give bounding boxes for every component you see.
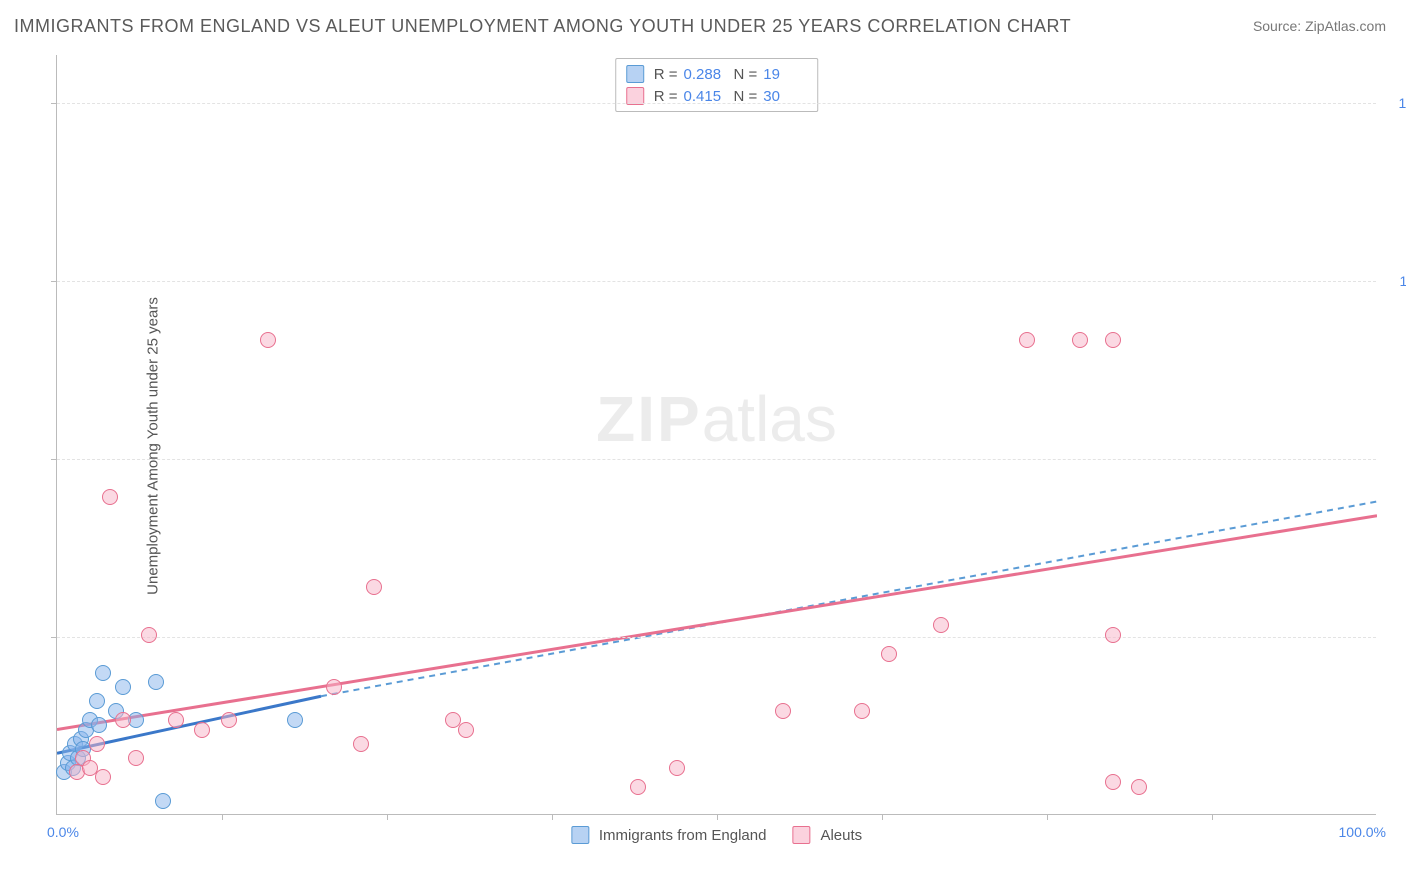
y-tick-label: 112.5% — [1386, 273, 1406, 289]
y-tick — [51, 281, 57, 282]
x-tick — [882, 814, 883, 820]
gridline — [57, 281, 1376, 282]
data-point — [933, 617, 949, 633]
data-point — [630, 779, 646, 795]
source-value: ZipAtlas.com — [1305, 18, 1386, 34]
data-point — [775, 703, 791, 719]
x-tick — [717, 814, 718, 820]
r-value-blue: 0.288 — [684, 66, 728, 83]
data-point — [1072, 332, 1088, 348]
data-point — [128, 750, 144, 766]
swatch-pink-icon — [792, 826, 810, 844]
data-point — [91, 717, 107, 733]
data-point — [287, 712, 303, 728]
n-value-blue: 19 — [763, 66, 807, 83]
data-point — [115, 679, 131, 695]
data-point — [95, 769, 111, 785]
data-point — [95, 665, 111, 681]
gridline — [57, 459, 1376, 460]
legend-row-blue: R = 0.288 N = 19 — [626, 63, 808, 85]
y-tick — [51, 103, 57, 104]
data-point — [881, 646, 897, 662]
swatch-blue-icon — [626, 65, 644, 83]
data-point — [326, 679, 342, 695]
data-point — [458, 722, 474, 738]
x-tick — [1047, 814, 1048, 820]
data-point — [89, 693, 105, 709]
data-point — [115, 712, 131, 728]
plot-area: ZIPatlas R = 0.288 N = 19 R = 0.415 N = … — [56, 55, 1376, 815]
chart-title: IMMIGRANTS FROM ENGLAND VS ALEUT UNEMPLO… — [14, 16, 1071, 37]
watermark-zip: ZIP — [596, 383, 702, 455]
y-tick — [51, 637, 57, 638]
legend-item-pink: Aleuts — [792, 826, 862, 844]
x-tick-max: 100.0% — [1339, 824, 1386, 840]
source-credit: Source: ZipAtlas.com — [1253, 18, 1386, 34]
data-point — [155, 793, 171, 809]
data-point — [102, 489, 118, 505]
gridline — [57, 103, 1376, 104]
y-tick — [51, 459, 57, 460]
x-tick — [1212, 814, 1213, 820]
watermark: ZIPatlas — [596, 382, 837, 456]
data-point — [1105, 774, 1121, 790]
data-point — [854, 703, 870, 719]
data-point — [1105, 332, 1121, 348]
y-tick-label: 75.0% — [1386, 451, 1406, 467]
source-label: Source: — [1253, 18, 1305, 34]
data-point — [366, 579, 382, 595]
data-point — [89, 736, 105, 752]
y-tick-label: 37.5% — [1386, 629, 1406, 645]
data-point — [669, 760, 685, 776]
data-point — [1131, 779, 1147, 795]
x-tick — [387, 814, 388, 820]
data-point — [148, 674, 164, 690]
data-point — [1105, 627, 1121, 643]
swatch-blue-icon — [571, 826, 589, 844]
x-tick — [552, 814, 553, 820]
data-point — [168, 712, 184, 728]
trend-overlay — [57, 55, 1377, 815]
legend-label-blue: Immigrants from England — [599, 827, 767, 844]
watermark-atlas: atlas — [702, 383, 837, 455]
x-tick — [222, 814, 223, 820]
trend-line — [57, 516, 1377, 730]
n-label: N = — [734, 66, 758, 83]
x-tick-min: 0.0% — [47, 824, 79, 840]
legend-label-pink: Aleuts — [820, 827, 862, 844]
correlation-legend: R = 0.288 N = 19 R = 0.415 N = 30 — [615, 58, 819, 112]
data-point — [1019, 332, 1035, 348]
data-point — [221, 712, 237, 728]
data-point — [141, 627, 157, 643]
gridline — [57, 637, 1376, 638]
data-point — [194, 722, 210, 738]
trend-line — [321, 502, 1377, 697]
legend-item-blue: Immigrants from England — [571, 826, 767, 844]
data-point — [260, 332, 276, 348]
r-label: R = — [654, 66, 678, 83]
series-legend: Immigrants from England Aleuts — [571, 826, 862, 844]
data-point — [353, 736, 369, 752]
chart-frame: IMMIGRANTS FROM ENGLAND VS ALEUT UNEMPLO… — [0, 0, 1406, 892]
y-tick-label: 150.0% — [1386, 95, 1406, 111]
legend-row-pink: R = 0.415 N = 30 — [626, 85, 808, 107]
